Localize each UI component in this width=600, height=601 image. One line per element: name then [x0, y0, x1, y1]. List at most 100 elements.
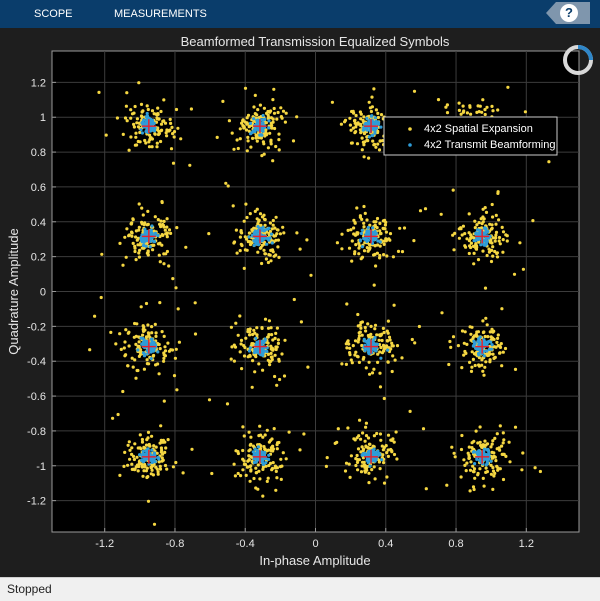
- scatter-point: [496, 336, 500, 340]
- scatter-point: [340, 232, 344, 236]
- scatter-point: [482, 239, 486, 243]
- scatter-point: [144, 129, 148, 134]
- scatter-point: [365, 122, 369, 126]
- scatter-point: [140, 462, 144, 467]
- scatter-point: [130, 462, 134, 466]
- scatter-point: [423, 207, 428, 211]
- scatter-point: [233, 474, 237, 478]
- scatter-point: [174, 107, 179, 112]
- scatter-point: [126, 463, 130, 467]
- scatter-point: [359, 470, 364, 474]
- scatter-point: [253, 129, 257, 134]
- scatter-point: [486, 447, 490, 452]
- scatter-point: [146, 323, 150, 327]
- scatter-point: [459, 112, 463, 116]
- scatter-point: [265, 349, 269, 354]
- scatter-point: [155, 145, 159, 149]
- scatter-point: [497, 446, 501, 450]
- scatter-point: [145, 340, 149, 345]
- scatter-point: [165, 134, 169, 138]
- scatter-point: [131, 454, 136, 458]
- scatter-point: [163, 354, 167, 358]
- x-tick-label: -1.2: [95, 538, 114, 550]
- scatter-point: [378, 432, 383, 436]
- scatter-point: [127, 344, 131, 348]
- scatter-point: [269, 344, 273, 348]
- scatter-point: [150, 109, 155, 113]
- scatter-point: [255, 207, 259, 211]
- scatter-point: [306, 365, 310, 369]
- scatter-point: [348, 346, 352, 350]
- scatter-point: [378, 467, 382, 471]
- scatter-point: [162, 334, 166, 338]
- scatter-point: [364, 466, 369, 470]
- scatter-point: [361, 431, 365, 435]
- scatter-point: [490, 343, 494, 347]
- scatter-point: [370, 468, 374, 472]
- scatter-point: [133, 143, 137, 147]
- scatter-point: [365, 138, 369, 142]
- scatter-point: [366, 231, 370, 235]
- help-button[interactable]: ?: [560, 4, 578, 22]
- scatter-point: [378, 139, 382, 143]
- scatter-point: [495, 251, 499, 255]
- scatter-point: [486, 335, 490, 339]
- y-tick-label: 0.6: [31, 182, 46, 194]
- scatter-point: [461, 224, 465, 228]
- y-tick-label: -0.4: [27, 356, 46, 368]
- tab-measurements[interactable]: MEASUREMENTS: [114, 8, 207, 20]
- scatter-point: [140, 465, 144, 469]
- scatter-point: [124, 255, 128, 259]
- scatter-point: [265, 428, 269, 432]
- tab-scope[interactable]: SCOPE: [34, 8, 73, 20]
- scatter-point: [484, 466, 488, 470]
- scatter-point: [133, 249, 137, 254]
- scatter-point: [245, 122, 249, 126]
- scatter-point: [346, 228, 350, 232]
- scatter-point: [266, 476, 270, 480]
- scatter-point: [370, 95, 374, 99]
- scatter-point: [344, 342, 348, 346]
- scatter-point: [140, 206, 144, 210]
- scatter-point: [463, 244, 467, 248]
- scatter-point: [497, 218, 501, 222]
- scatter-point: [362, 143, 366, 147]
- scatter-point: [119, 347, 123, 351]
- scatter-point: [238, 350, 242, 354]
- scatter-point: [273, 336, 277, 340]
- scatter-point: [473, 363, 477, 368]
- scatter-point: [451, 188, 455, 192]
- x-axis-label: In-phase Amplitude: [259, 553, 370, 568]
- scatter-point: [255, 453, 259, 457]
- scatter-point: [382, 242, 386, 246]
- y-axis-label: Quadrature Amplitude: [6, 228, 21, 354]
- scatter-point: [491, 466, 495, 470]
- scatter-point: [464, 469, 468, 473]
- scatter-point: [239, 229, 243, 233]
- scatter-point: [141, 453, 145, 457]
- scatter-point: [477, 337, 481, 341]
- scatter-point: [136, 125, 140, 129]
- x-tick-label: -0.8: [165, 538, 184, 550]
- scatter-point: [494, 233, 498, 237]
- scatter-point: [354, 350, 358, 354]
- scatter-point: [266, 352, 270, 356]
- scatter-point: [255, 348, 259, 353]
- scatter-point: [377, 338, 381, 342]
- scatter-point: [142, 469, 146, 473]
- scatter-point: [363, 211, 367, 215]
- scatter-point: [278, 377, 282, 382]
- scatter-point: [140, 121, 144, 125]
- scatter-point: [160, 330, 164, 334]
- scatter-point: [505, 239, 509, 243]
- scatter-point: [360, 333, 364, 337]
- scatter-point: [484, 360, 488, 364]
- scatter-point: [351, 126, 355, 130]
- scatter-point: [153, 322, 157, 326]
- scatter-point: [234, 228, 238, 232]
- scatter-point: [370, 114, 374, 118]
- scatter-point: [143, 464, 147, 468]
- scatter-point: [385, 254, 389, 258]
- scatter-point: [381, 448, 385, 452]
- legend-entry-transmit-beamforming: 4x2 Transmit Beamforming: [424, 139, 555, 151]
